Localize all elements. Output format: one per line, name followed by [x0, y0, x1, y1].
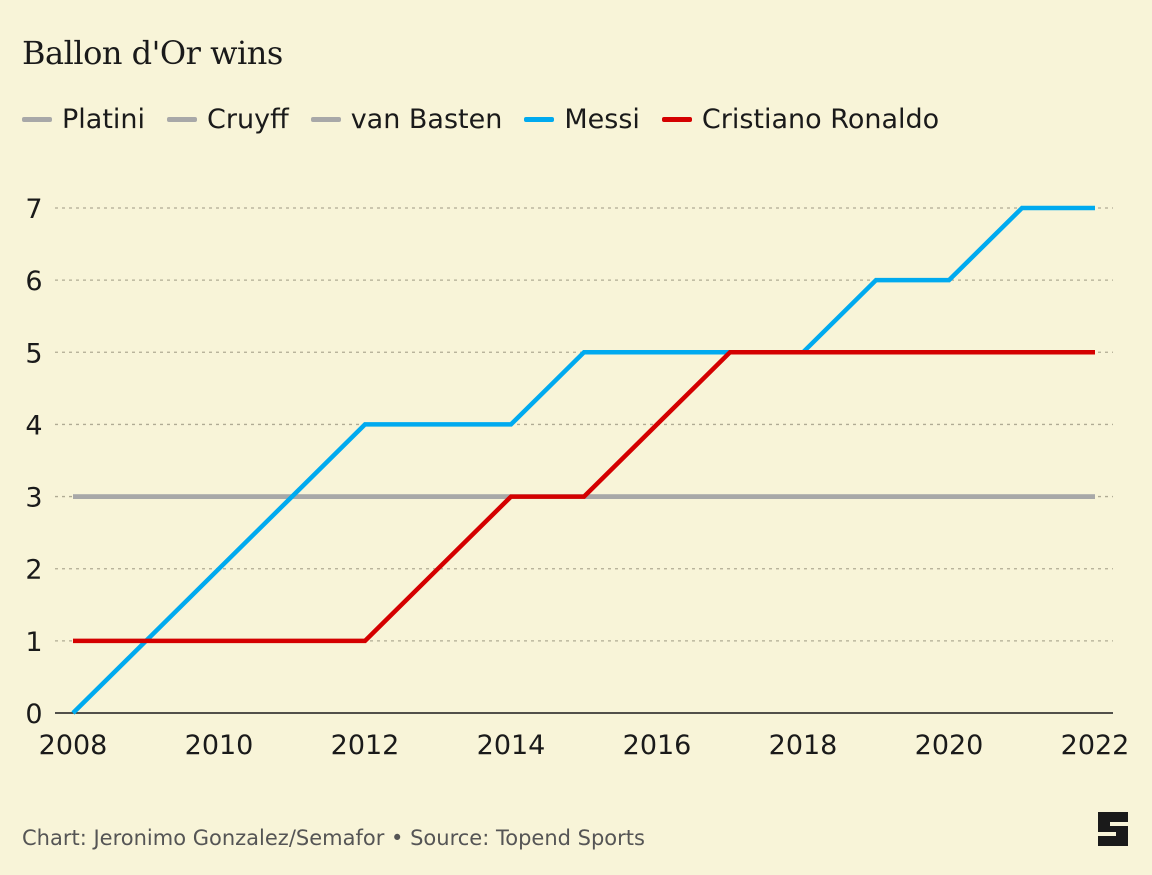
y-tick-label: 3 — [25, 483, 42, 514]
y-tick-label: 5 — [25, 338, 42, 369]
y-tick-label: 7 — [25, 194, 42, 225]
legend-swatch — [661, 117, 692, 122]
legend-item: Platini — [22, 104, 145, 135]
y-tick-label: 0 — [25, 699, 42, 730]
x-tick-label: 2020 — [915, 730, 984, 761]
x-axis: 2008 2010 2012 2014 2016 2018 2020 2022 — [39, 712, 1130, 761]
chart-legend: Platini Cruyff van Basten Messi Cristiano Ro… — [22, 104, 961, 135]
x-tick-label: 2012 — [331, 730, 400, 761]
x-tick-label: 2008 — [39, 730, 108, 761]
legend-item: Cruyff — [167, 104, 289, 135]
y-tick-label: 6 — [25, 266, 42, 297]
x-tick-label: 2014 — [477, 730, 546, 761]
legend-swatch — [524, 117, 555, 122]
y-tick-label: 1 — [25, 627, 42, 658]
x-tick-label: 2016 — [623, 730, 692, 761]
x-tick-label: 2022 — [1061, 730, 1130, 761]
legend-label: Platini — [62, 104, 146, 135]
legend-label: Messi — [564, 104, 640, 135]
legend-swatch — [310, 117, 341, 122]
legend-item: Cristiano Ronaldo — [661, 104, 940, 135]
legend-item: Messi — [524, 104, 640, 135]
legend-label: Cristiano Ronaldo — [701, 104, 940, 135]
legend-swatch — [167, 117, 198, 122]
x-tick-label: 2018 — [769, 730, 838, 761]
y-tick-label: 4 — [25, 410, 42, 441]
y-tick-label: 2 — [25, 555, 42, 586]
y-axis-labels: 0 1 2 3 4 5 6 7 — [25, 194, 42, 730]
series-line-messi — [71, 205, 1095, 715]
series-line-cristiano-ronaldo — [73, 350, 1095, 644]
legend-label: Cruyff — [207, 104, 289, 135]
x-tick-label: 2010 — [185, 730, 254, 761]
legend-item: van Basten — [310, 104, 503, 135]
line-chart: 0 1 2 3 4 5 6 7 2008 2010 2012 2014 2016 2018 2020 202… — [25, 194, 1130, 761]
semafor-logo-icon — [1098, 812, 1128, 846]
series-lines — [71, 205, 1095, 715]
chart-title: Ballon d'Or wins — [22, 34, 283, 72]
legend-swatch — [22, 117, 52, 122]
source-credit: Chart: Jeronimo Gonzalez/Semafor • Sourc… — [22, 826, 645, 850]
legend-label: van Basten — [350, 104, 503, 135]
